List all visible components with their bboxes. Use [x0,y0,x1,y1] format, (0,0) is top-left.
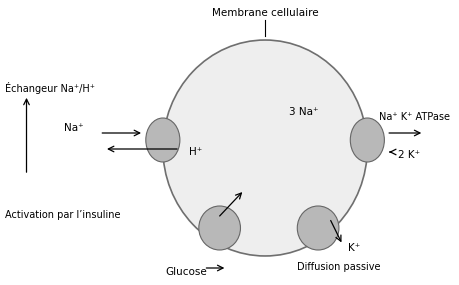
Ellipse shape [297,206,338,250]
Text: Na⁺: Na⁺ [64,123,84,133]
Text: 2 K⁺: 2 K⁺ [397,150,419,160]
Text: 3 Na⁺: 3 Na⁺ [288,107,318,117]
Text: Diffusion passive: Diffusion passive [297,262,380,272]
Text: Membrane cellulaire: Membrane cellulaire [211,8,318,18]
Ellipse shape [146,118,179,162]
Text: Glucose: Glucose [165,267,207,277]
Text: Na⁺ K⁺ ATPase: Na⁺ K⁺ ATPase [378,112,449,122]
Ellipse shape [350,118,384,162]
Text: K⁺: K⁺ [347,243,360,253]
Circle shape [162,40,367,256]
Text: H⁺: H⁺ [189,147,202,157]
Ellipse shape [198,206,240,250]
Text: Activation par l’insuline: Activation par l’insuline [5,210,120,220]
Text: Échangeur Na⁺/H⁺: Échangeur Na⁺/H⁺ [5,82,95,94]
